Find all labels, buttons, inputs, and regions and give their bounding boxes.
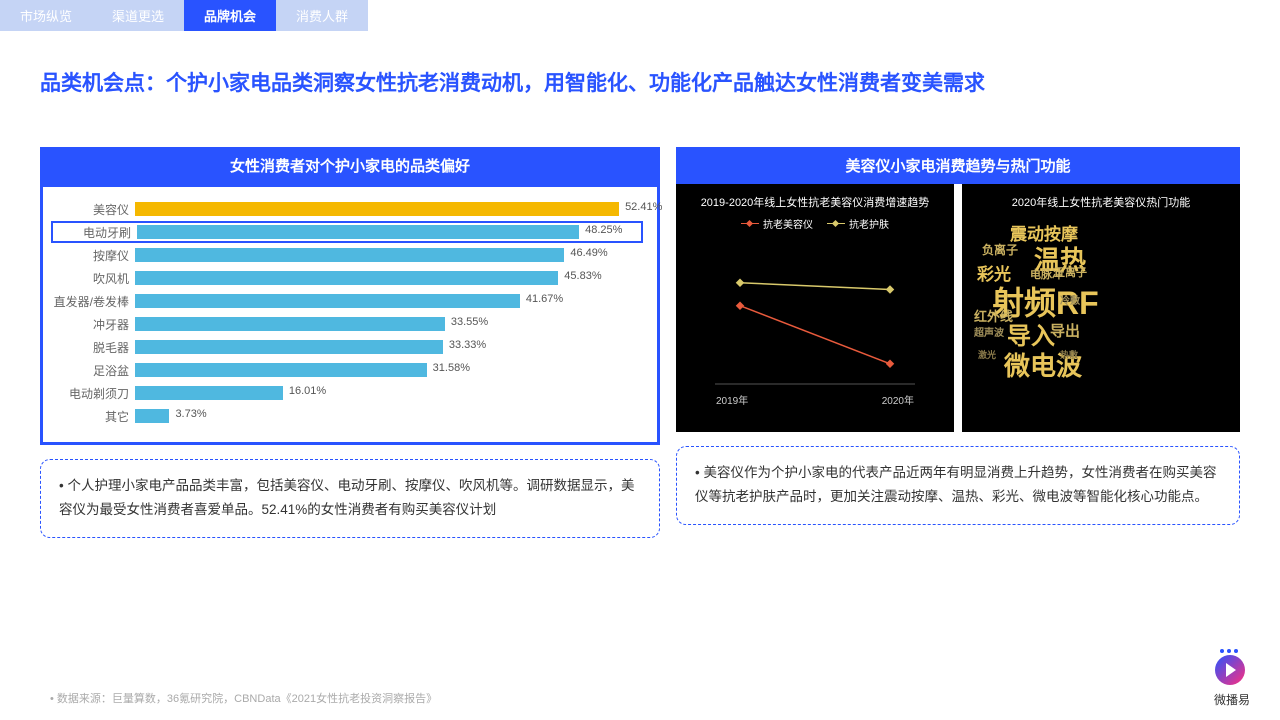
wordcloud-title: 2020年线上女性抗老美容仪热门功能: [972, 194, 1230, 210]
wordcloud: 震动按摩温热负离子彩光电脉冲正离子射频RF冷敷红外线超声波导入导出微电波激光热敷: [972, 216, 1230, 416]
wordcloud-panel: 2020年线上女性抗老美容仪热门功能 震动按摩温热负离子彩光电脉冲正离子射频RF…: [962, 184, 1240, 432]
logo-text: 微播易: [1214, 691, 1250, 708]
logo-icon: [1215, 655, 1249, 689]
wordcloud-word: 负离子: [982, 241, 1018, 258]
brand-logo: 微播易: [1214, 655, 1250, 708]
page-title: 品类机会点：个护小家电品类洞察女性抗老消费动机，用智能化、功能化产品触达女性消费…: [40, 67, 1240, 97]
bar-label: 电动剃须刀: [51, 385, 135, 402]
bar-chart: 美容仪52.41%电动牙刷48.25%按摩仪46.49%吹风机45.83%直发器…: [40, 184, 660, 445]
bar-row: 电动剃须刀 16.01%: [51, 382, 643, 404]
bar-fill: [137, 225, 579, 239]
left-description: • 个人护理小家电产品品类丰富，包括美容仪、电动牙刷、按摩仪、吹风机等。调研数据…: [40, 459, 660, 538]
bar-fill: [135, 317, 445, 331]
tab-item[interactable]: 市场纵览: [0, 0, 92, 31]
trend-title: 2019-2020年线上女性抗老美容仪消费增速趋势: [686, 194, 944, 210]
bar-label: 脱毛器: [51, 339, 135, 356]
left-panel: 女性消费者对个护小家电的品类偏好 美容仪52.41%电动牙刷48.25%按摩仪4…: [40, 147, 660, 538]
bar-fill: [135, 340, 443, 354]
bar-value: 46.49%: [570, 247, 607, 259]
title-label: 品类机会点：: [40, 72, 166, 95]
left-header: 女性消费者对个护小家电的品类偏好: [40, 147, 660, 184]
trend-chart: 2019-2020年线上女性抗老美容仪消费增速趋势 抗老美容仪抗老护肤 2019…: [676, 184, 954, 432]
bar-row: 按摩仪 46.49%: [51, 244, 643, 266]
bar-value: 52.41%: [625, 201, 662, 213]
bar-label: 美容仪: [51, 201, 135, 218]
right-charts: 2019-2020年线上女性抗老美容仪消费增速趋势 抗老美容仪抗老护肤 2019…: [676, 184, 1240, 432]
bar-value: 48.25%: [585, 224, 622, 236]
wordcloud-word: 热敷: [1060, 348, 1078, 361]
bar-label: 冲牙器: [51, 316, 135, 333]
axis-label: 2019年: [716, 392, 748, 407]
content-row: 女性消费者对个护小家电的品类偏好 美容仪52.41%电动牙刷48.25%按摩仪4…: [0, 107, 1280, 538]
bar-row: 电动牙刷 48.25%: [51, 221, 643, 243]
bar-fill: [135, 248, 564, 262]
bar-label: 电动牙刷: [53, 224, 137, 241]
bar-label: 直发器/卷发棒: [51, 293, 135, 310]
bar-fill: [135, 409, 169, 423]
bar-fill: [135, 363, 427, 377]
wordcloud-word: 激光: [978, 348, 996, 361]
tab-bar: 市场纵览渠道更选品牌机会消费人群: [0, 0, 1280, 31]
bar-fill: [135, 294, 520, 308]
bar-row: 脱毛器 33.33%: [51, 336, 643, 358]
bar-row: 直发器/卷发棒 41.67%: [51, 290, 643, 312]
bar-value: 45.83%: [564, 270, 601, 282]
tab-item[interactable]: 品牌机会: [184, 0, 276, 31]
tab-item[interactable]: 渠道更选: [92, 0, 184, 31]
bar-row: 其它 3.73%: [51, 405, 643, 427]
bar-label: 吹风机: [51, 270, 135, 287]
right-description: • 美容仪作为个护小家电的代表产品近两年有明显消费上升趋势，女性消费者在购买美容…: [676, 446, 1240, 525]
bar-value: 31.58%: [433, 362, 470, 374]
bar-fill: [135, 202, 619, 216]
legend-item: 抗老护肤: [827, 216, 889, 231]
bar-value: 33.55%: [451, 316, 488, 328]
axis-label: 2020年: [882, 392, 914, 407]
tab-item[interactable]: 消费人群: [276, 0, 368, 31]
wordcloud-word: 冷敷: [1060, 292, 1080, 307]
wordcloud-word: 导出: [1050, 320, 1080, 341]
bar-label: 其它: [51, 408, 135, 425]
trend-legend: 抗老美容仪抗老护肤: [686, 216, 944, 231]
line-plot: 2019年2020年: [706, 239, 924, 389]
right-panel: 美容仪小家电消费趋势与热门功能 2019-2020年线上女性抗老美容仪消费增速趋…: [676, 147, 1240, 538]
bar-row: 美容仪52.41%: [51, 198, 643, 220]
bar-value: 41.67%: [526, 293, 563, 305]
legend-item: 抗老美容仪: [741, 216, 813, 231]
bar-row: 冲牙器 33.55%: [51, 313, 643, 335]
bar-label: 足浴盆: [51, 362, 135, 379]
bar-row: 足浴盆 31.58%: [51, 359, 643, 381]
wordcloud-word: 超声波: [974, 324, 1004, 339]
bar-value: 16.01%: [289, 385, 326, 397]
bar-fill: [135, 386, 283, 400]
bar-label: 按摩仪: [51, 247, 135, 264]
data-source: • 数据来源：巨量算数，36氪研究院，CBNData《2021女性抗老投资洞察报…: [50, 690, 437, 706]
bar-fill: [135, 271, 558, 285]
bar-value: 3.73%: [175, 408, 206, 420]
right-header: 美容仪小家电消费趋势与热门功能: [676, 147, 1240, 184]
bar-row: 吹风机 45.83%: [51, 267, 643, 289]
bar-value: 33.33%: [449, 339, 486, 351]
title-text: 个护小家电品类洞察女性抗老消费动机，用智能化、功能化产品触达女性消费者变美需求: [166, 72, 985, 95]
